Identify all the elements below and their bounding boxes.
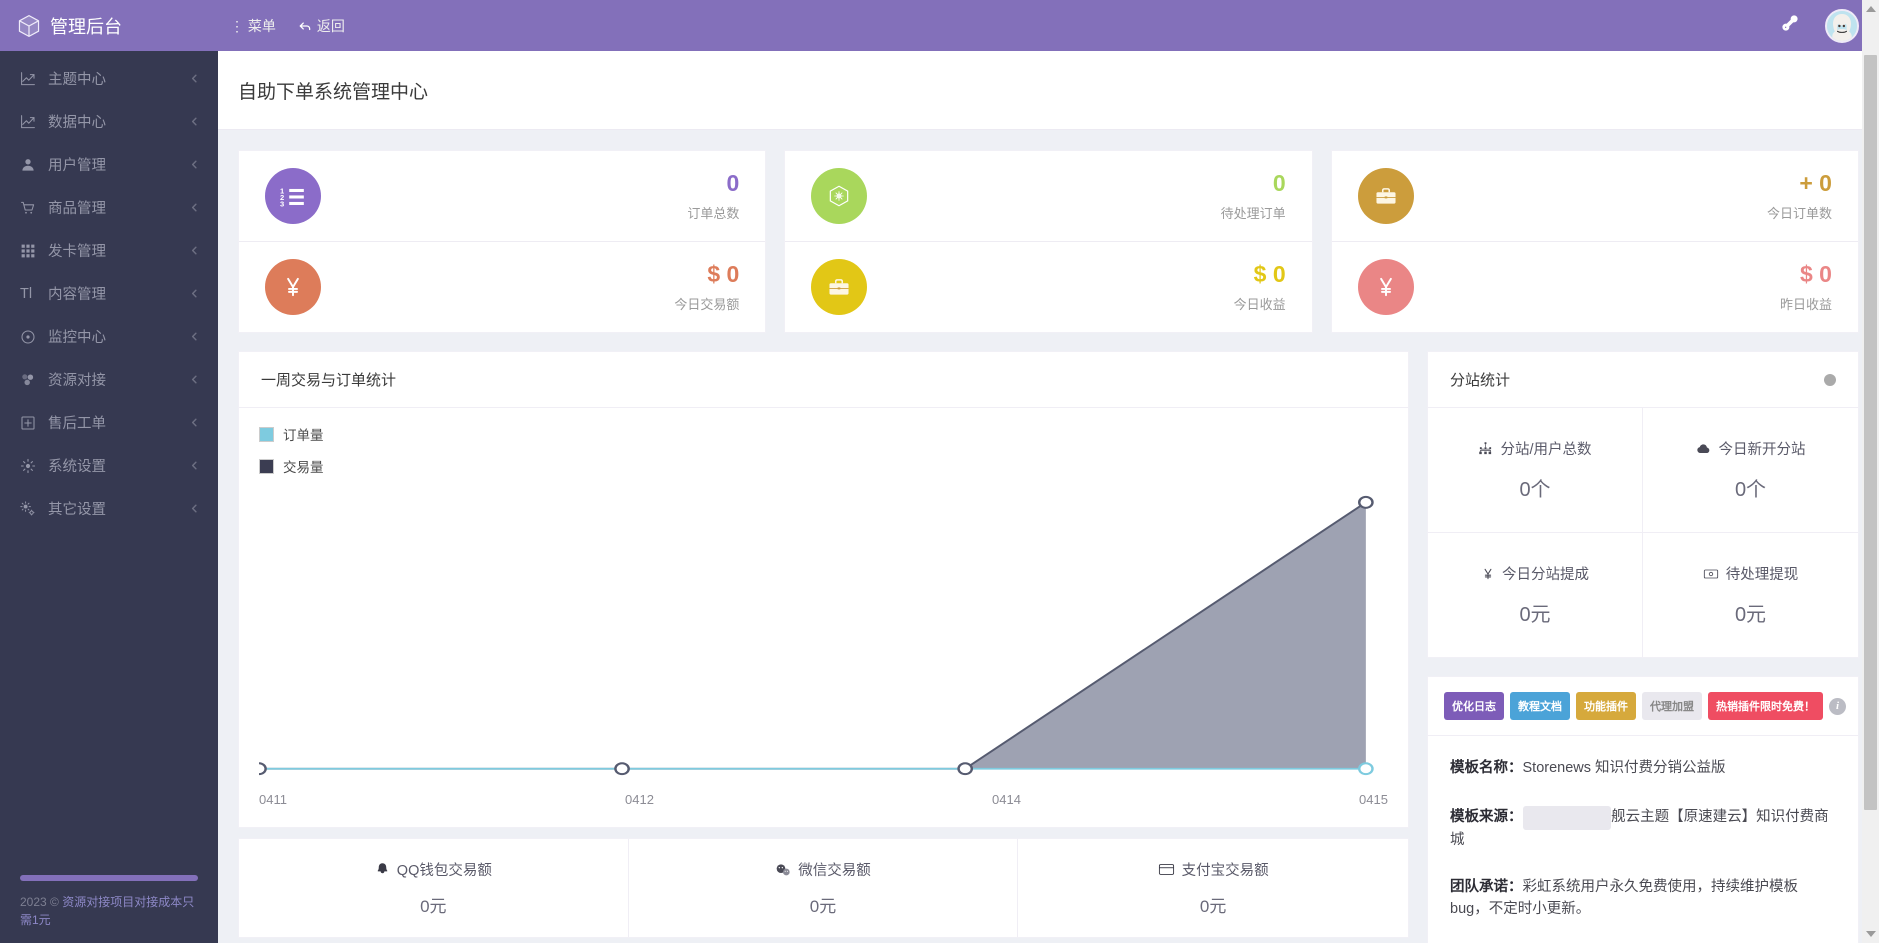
- svg-text:3: 3: [280, 199, 284, 208]
